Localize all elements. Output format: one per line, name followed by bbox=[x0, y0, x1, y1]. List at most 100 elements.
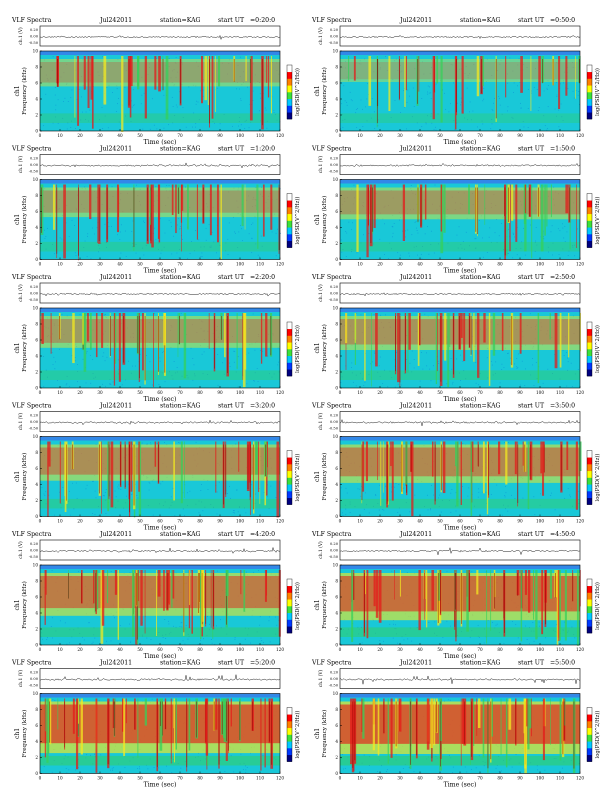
panel-1: VLF Spectra Jul242011 station=KAG start UT =… bbox=[11, 17, 301, 146]
freq-tick-label: 6 bbox=[35, 595, 38, 600]
time-tick-label: 80 bbox=[197, 390, 203, 395]
colorbar bbox=[586, 193, 593, 248]
spectrogram bbox=[39, 307, 281, 389]
freq-tick-label: 10 bbox=[333, 691, 339, 696]
time-tick-label: 120 bbox=[576, 262, 584, 267]
freq-tick-label: 10 bbox=[33, 49, 39, 54]
header-title: VLF Spectra bbox=[311, 660, 352, 667]
freq-axis-label: Frequency (kHz) bbox=[21, 67, 28, 115]
colorbar-label: log(PSD(V^2/Hz)) bbox=[594, 68, 601, 116]
header-title: VLF Spectra bbox=[11, 660, 52, 667]
time-tick-label: 110 bbox=[256, 647, 264, 652]
freq-tick-label: 0 bbox=[35, 386, 38, 391]
panel-11: VLF Spectra Jul242011 station=KAG start UT =… bbox=[11, 660, 301, 789]
time-tick-label: 110 bbox=[556, 262, 564, 267]
time-tick-label: 80 bbox=[497, 647, 503, 652]
waveform-axis-label: ch.1 (V) bbox=[19, 27, 24, 45]
waveform-axis-label: ch.1 (V) bbox=[19, 284, 24, 302]
time-tick-label: 100 bbox=[236, 262, 244, 267]
header-title: VLF Spectra bbox=[311, 146, 352, 153]
freq-axis-label: Frequency (kHz) bbox=[321, 196, 328, 244]
header-start-time: =4:20:0 bbox=[250, 531, 275, 538]
waveform-tick-label: -0.50 bbox=[29, 427, 39, 431]
time-tick-label: 80 bbox=[497, 776, 503, 781]
waveform-trace bbox=[39, 546, 281, 554]
waveform-tick-label: 0.00 bbox=[330, 420, 339, 424]
waveform-tick-label: -0.50 bbox=[329, 41, 339, 45]
freq-tick-label: 0 bbox=[35, 257, 38, 262]
time-tick-label: 90 bbox=[217, 390, 223, 395]
time-tick-label: 40 bbox=[417, 776, 423, 781]
waveform-frame bbox=[39, 668, 281, 689]
header-start-time: =3:50:0 bbox=[550, 403, 575, 410]
waveform-frame bbox=[339, 411, 581, 432]
time-tick-label: 40 bbox=[417, 133, 423, 138]
time-tick-label: 0 bbox=[39, 390, 42, 395]
waveform-tick-label: 0.20 bbox=[330, 285, 339, 289]
colorbar-label: log(PSD(V^2/Hz)) bbox=[294, 197, 301, 245]
colorbar-label: log(PSD(V^2/Hz)) bbox=[594, 711, 601, 759]
waveform-tick-label: 0.20 bbox=[330, 671, 339, 675]
waveform-axis-label: ch.1 (V) bbox=[319, 27, 324, 45]
time-tick-label: 60 bbox=[457, 133, 463, 138]
freq-tick-label: 8 bbox=[335, 322, 338, 327]
freq-tick-label: 10 bbox=[33, 691, 39, 696]
time-tick-label: 60 bbox=[457, 262, 463, 267]
time-tick-label: 60 bbox=[157, 390, 163, 395]
time-tick-label: 0 bbox=[339, 647, 342, 652]
time-axis-label: Time (sec) bbox=[144, 396, 177, 403]
waveform-trace bbox=[339, 675, 580, 685]
colorbar bbox=[586, 707, 593, 762]
time-tick-label: 90 bbox=[517, 390, 523, 395]
time-axis-label: Time (sec) bbox=[144, 268, 177, 275]
freq-tick-label: 6 bbox=[335, 209, 338, 214]
freq-tick-label: 10 bbox=[33, 177, 39, 182]
waveform-tick-label: 0.20 bbox=[30, 671, 39, 675]
freq-tick-label: 10 bbox=[33, 563, 39, 568]
freq-tick-label: 4 bbox=[35, 225, 38, 230]
time-tick-label: 90 bbox=[217, 647, 223, 652]
time-tick-label: 70 bbox=[477, 519, 483, 524]
time-tick-label: 120 bbox=[276, 647, 284, 652]
waveform-tick-label: -0.50 bbox=[29, 170, 39, 174]
time-tick-label: 20 bbox=[377, 262, 383, 267]
time-tick-label: 20 bbox=[377, 776, 383, 781]
time-tick-label: 40 bbox=[117, 647, 123, 652]
spectrogram bbox=[339, 693, 581, 774]
time-tick-label: 70 bbox=[177, 776, 183, 781]
freq-tick-label: 8 bbox=[335, 65, 338, 70]
time-tick-label: 20 bbox=[77, 133, 83, 138]
waveform-tick-label: 0.00 bbox=[30, 292, 39, 296]
time-tick-label: 100 bbox=[236, 776, 244, 781]
header-start-time: =5:50:0 bbox=[550, 660, 575, 667]
header-date: Jul242011 bbox=[399, 403, 432, 410]
colorbar bbox=[286, 578, 293, 634]
time-tick-label: 110 bbox=[256, 390, 264, 395]
time-tick-label: 40 bbox=[117, 133, 123, 138]
freq-axis-label: Frequency (kHz) bbox=[21, 453, 28, 501]
time-tick-label: 0 bbox=[339, 262, 342, 267]
time-tick-label: 20 bbox=[77, 647, 83, 652]
waveform-frame bbox=[339, 539, 581, 561]
time-tick-label: 110 bbox=[556, 133, 564, 138]
time-tick-label: 100 bbox=[236, 133, 244, 138]
colorbar-label: log(PSD(V^2/Hz)) bbox=[594, 325, 601, 373]
time-tick-label: 10 bbox=[357, 519, 363, 524]
time-tick-label: 90 bbox=[217, 262, 223, 267]
header-start-label: start UT bbox=[518, 146, 545, 153]
time-tick-label: 0 bbox=[339, 390, 342, 395]
waveform-axis-label: ch.1 (V) bbox=[319, 155, 324, 173]
header-date: Jul242011 bbox=[99, 403, 132, 410]
channel-label: ch1 bbox=[14, 214, 21, 225]
header-station: station=KAG bbox=[160, 531, 201, 538]
time-tick-label: 90 bbox=[217, 776, 223, 781]
waveform-frame bbox=[339, 668, 581, 689]
freq-tick-label: 2 bbox=[35, 113, 38, 118]
header-title: VLF Spectra bbox=[11, 17, 52, 24]
waveform-axis-label: ch.1 (V) bbox=[19, 541, 24, 559]
waveform-frame bbox=[39, 282, 281, 304]
waveform-trace bbox=[339, 292, 581, 297]
waveform-trace bbox=[39, 292, 281, 297]
time-tick-label: 60 bbox=[457, 647, 463, 652]
panel-10: VLF Spectra Jul242011 station=KAG start UT =… bbox=[311, 531, 601, 660]
